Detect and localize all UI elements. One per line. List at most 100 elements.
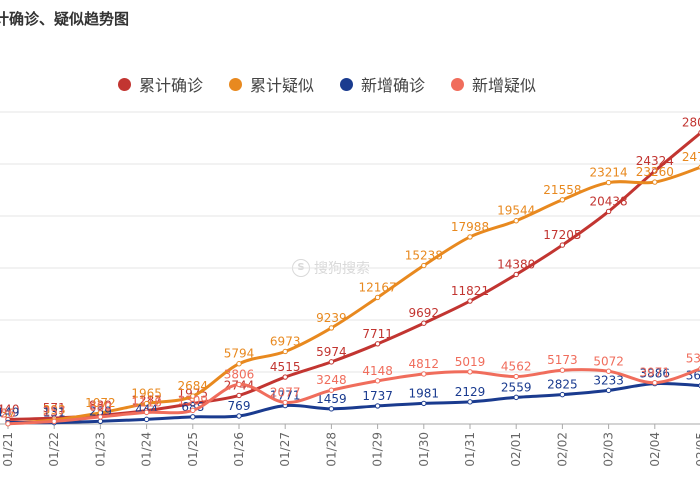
data-label: 3886 <box>640 367 671 381</box>
data-label: 1072 <box>85 396 116 410</box>
legend: 累计确诊 累计疑似 新增确诊 新增疑似 <box>118 72 536 96</box>
data-point <box>467 399 473 405</box>
data-point <box>328 359 335 365</box>
data-label: 3806 <box>224 367 255 381</box>
data-point <box>190 393 196 399</box>
data-point <box>467 369 473 375</box>
x-tick-label: 01/28 <box>324 432 338 467</box>
legend-label: 新增确诊 <box>361 76 426 95</box>
data-label: 5072 <box>593 354 624 368</box>
x-tick-label: 02/02 <box>555 432 569 467</box>
data-label: 5328 <box>686 352 700 366</box>
data-point <box>328 406 335 412</box>
chart-title: 计确诊、疑似趋势图 <box>0 10 130 28</box>
data-label: 17205 <box>543 228 581 242</box>
data-label: 24702 <box>682 150 700 164</box>
data-point <box>467 234 473 240</box>
data-label: 4562 <box>501 360 532 374</box>
data-label: 37 <box>0 407 15 421</box>
x-tick-label: 01/25 <box>186 432 200 467</box>
data-label: 15238 <box>405 249 443 263</box>
legend-label: 新增疑似 <box>472 76 537 95</box>
data-point <box>605 179 612 186</box>
data-label: 393 <box>43 403 66 417</box>
legend-item-new-suspected[interactable]: 新增疑似 <box>451 72 536 96</box>
data-point <box>51 418 57 425</box>
data-label: 5974 <box>316 345 347 359</box>
data-point <box>513 218 519 224</box>
data-label: 9239 <box>316 311 347 325</box>
data-label: 7711 <box>362 327 393 341</box>
data-point <box>236 361 242 367</box>
data-point <box>467 298 473 304</box>
data-point <box>605 387 612 394</box>
data-label: 149 <box>0 405 19 419</box>
data-label: 259 <box>89 404 112 418</box>
data-point <box>374 294 381 301</box>
x-tick-label: 01/31 <box>463 432 477 467</box>
legend-dot-icon <box>229 77 243 91</box>
data-point <box>190 407 196 414</box>
data-point <box>652 179 658 185</box>
data-label: 440 <box>0 402 19 416</box>
data-label: 2684 <box>178 379 209 393</box>
legend-item-cumulative-confirmed[interactable]: 累计确诊 <box>118 72 203 96</box>
legend-label: 累计确诊 <box>139 76 204 95</box>
legend-dot-icon <box>340 77 354 91</box>
data-label: 9692 <box>409 306 440 320</box>
data-point <box>190 414 196 420</box>
data-point <box>559 367 566 373</box>
data-label: 2129 <box>455 385 486 399</box>
data-label: 5019 <box>455 355 486 369</box>
data-label: 23214 <box>590 166 628 180</box>
data-point <box>328 387 335 393</box>
data-label: 12167 <box>359 280 397 294</box>
legend-label: 累计疑似 <box>250 76 315 95</box>
data-label: 5794 <box>224 347 255 361</box>
data-point <box>652 380 658 386</box>
x-tick-label: 02/03 <box>602 432 616 467</box>
watermark-text: 搜狗搜索 <box>314 261 370 277</box>
data-point <box>605 368 612 374</box>
data-point <box>328 325 335 331</box>
data-point <box>513 271 519 278</box>
data-label: 20438 <box>590 194 628 208</box>
data-label: 1309 <box>178 393 209 407</box>
data-label: 257 <box>43 404 66 418</box>
data-label: 830 <box>89 398 112 412</box>
series-line <box>6 381 700 425</box>
data-label: 11821 <box>451 284 489 298</box>
series-line <box>6 367 700 426</box>
data-label: 17988 <box>451 220 489 234</box>
data-point <box>236 381 242 388</box>
data-label: 5173 <box>547 353 578 367</box>
data-point <box>513 373 519 380</box>
data-point <box>97 418 104 425</box>
x-tick-label: 01/22 <box>47 432 61 467</box>
data-label: 131 <box>43 406 66 420</box>
data-point <box>374 378 381 384</box>
x-tick-label: 02/01 <box>509 432 523 467</box>
data-point <box>5 421 11 427</box>
legend-item-new-confirmed[interactable]: 新增确诊 <box>340 72 425 96</box>
data-point <box>605 208 612 215</box>
data-label: 26 <box>0 407 15 421</box>
data-point <box>97 414 104 420</box>
legend-item-cumulative-suspected[interactable]: 累计疑似 <box>229 72 314 96</box>
data-label: 4515 <box>270 360 301 374</box>
data-point <box>236 392 242 399</box>
x-tick-label: 01/27 <box>278 432 292 467</box>
data-label: 21558 <box>543 183 581 197</box>
data-label: 6973 <box>270 334 301 348</box>
data-point <box>236 413 242 419</box>
data-label: 28018 <box>682 116 700 130</box>
data-point <box>282 374 288 380</box>
data-point <box>513 394 519 401</box>
x-tick-label: 02/05 <box>694 432 700 467</box>
data-label: 2077 <box>270 385 301 399</box>
data-point <box>559 391 566 398</box>
data-label: 3248 <box>316 373 347 387</box>
data-label: 19544 <box>497 204 535 218</box>
data-label: 4812 <box>409 357 440 371</box>
